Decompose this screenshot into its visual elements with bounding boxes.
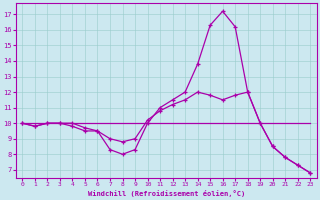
X-axis label: Windchill (Refroidissement éolien,°C): Windchill (Refroidissement éolien,°C) [88,190,245,197]
